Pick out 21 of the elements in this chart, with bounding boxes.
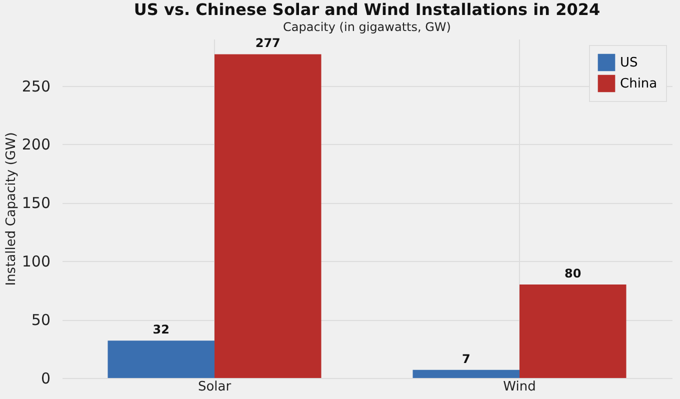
chart-title: US vs. Chinese Solar and Wind Installations in 2024	[134, 0, 600, 20]
y-tick-label: 200	[22, 136, 50, 154]
y-tick-label: 100	[22, 252, 50, 271]
y-tick-label: 0	[40, 370, 50, 388]
bar	[412, 370, 520, 378]
x-tick-label: Wind	[503, 380, 536, 394]
y-axis-title: Installed Capacity (GW)	[4, 132, 19, 286]
data-label: 277	[255, 36, 280, 50]
x-tick-label: Solar	[198, 380, 232, 394]
y-tick-label: 50	[31, 311, 50, 330]
bar	[214, 54, 322, 378]
bar	[108, 340, 214, 378]
y-tick-label: 150	[22, 194, 50, 212]
bar	[520, 284, 626, 378]
legend-label: US	[620, 56, 638, 70]
y-tick-label: 250	[22, 77, 50, 96]
data-label: 7	[462, 352, 470, 366]
legend-label: China	[620, 76, 658, 92]
data-label: 32	[152, 322, 170, 337]
data-label: 80	[564, 266, 582, 280]
chart-subtitle: Capacity (in gigawatts, GW)	[283, 20, 451, 34]
